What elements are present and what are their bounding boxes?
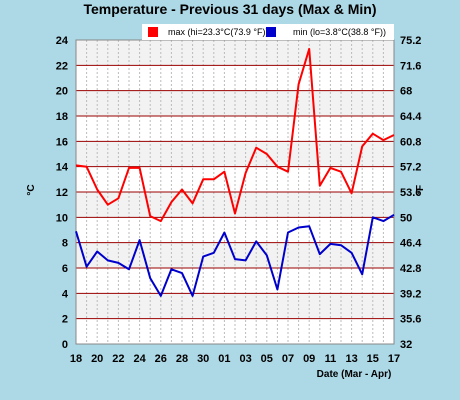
- y-left-tick-label: 20: [56, 86, 68, 98]
- y-left-tick-label: 24: [56, 35, 69, 47]
- grid-band: [76, 90, 394, 116]
- chart-title: Temperature - Previous 31 days (Max & Mi…: [83, 1, 376, 17]
- y-left-tick-label: 0: [62, 339, 68, 351]
- y-right-tick-label: 57.2: [400, 162, 421, 174]
- x-axis-ticks: 18 20 22 24 26 28 30 01 03 05 07 09 11 13 15 17: [70, 353, 400, 365]
- x-tick-label: 22: [112, 353, 124, 365]
- y-right-tick-label: 60.8: [400, 136, 421, 148]
- y-left-tick-label: 6: [62, 263, 68, 275]
- y-right-tick-label: 46.4: [400, 238, 422, 250]
- y-axis-right-ticks: 32 35.6 39.2 42.8 46.4 50 53.6 57.2 60.8 64.4 68 71…: [400, 35, 422, 351]
- y-axis-right-label: °F: [415, 185, 426, 195]
- x-tick-label: 17: [388, 353, 400, 365]
- y-left-tick-label: 16: [56, 136, 68, 148]
- y-right-tick-label: 53.6: [400, 187, 421, 199]
- y-right-tick-label: 50: [400, 212, 412, 224]
- y-left-tick-label: 14: [56, 162, 69, 174]
- x-tick-label: 28: [176, 353, 188, 365]
- legend-min-swatch: [266, 27, 276, 37]
- y-left-tick-label: 18: [56, 111, 68, 123]
- legend-max-swatch: [148, 27, 158, 37]
- grid-band: [76, 242, 394, 268]
- y-left-tick-label: 10: [56, 212, 68, 224]
- x-tick-label: 07: [282, 353, 294, 365]
- y-left-tick-label: 22: [56, 60, 68, 72]
- legend: max (hi=23.3°C(73.9 °F)) min (lo=3.8°C(3…: [142, 24, 394, 40]
- y-right-tick-label: 68: [400, 86, 412, 98]
- y-right-tick-label: 39.2: [400, 288, 421, 300]
- y-left-tick-label: 4: [62, 288, 69, 300]
- y-left-tick-label: 2: [62, 314, 68, 326]
- y-left-tick-label: 8: [62, 238, 68, 250]
- y-right-tick-label: 42.8: [400, 263, 421, 275]
- x-tick-label: 05: [261, 353, 273, 365]
- x-tick-label: 13: [345, 353, 357, 365]
- x-tick-label: 11: [325, 353, 337, 365]
- x-tick-label: 18: [70, 353, 82, 365]
- plot-area: [75, 39, 395, 345]
- min-series-line: [75, 213, 395, 297]
- x-axis-label: Date (Mar - Apr): [317, 369, 392, 380]
- x-tick-label: 03: [239, 353, 251, 365]
- max-series-line: [75, 47, 395, 223]
- y-right-tick-label: 71.6: [400, 60, 421, 72]
- x-tick-label: 24: [133, 353, 146, 365]
- x-tick-label: 20: [91, 353, 103, 365]
- x-tick-label: 26: [155, 353, 167, 365]
- legend-max-label: max (hi=23.3°C(73.9 °F)): [168, 27, 268, 37]
- legend-min-label: min (lo=3.8°C(38.8 °F)): [293, 27, 386, 37]
- y-right-tick-label: 32: [400, 339, 412, 351]
- y-left-tick-label: 12: [56, 187, 68, 199]
- y-axis-left-label: °C: [26, 184, 37, 195]
- x-tick-label: 01: [218, 353, 230, 365]
- x-tick-label: 15: [367, 353, 379, 365]
- grid-band: [76, 318, 394, 344]
- y-right-tick-label: 64.4: [400, 111, 422, 123]
- y-right-tick-label: 75.2: [400, 35, 421, 47]
- x-tick-label: 09: [303, 353, 315, 365]
- y-right-tick-label: 35.6: [400, 314, 421, 326]
- x-tick-label: 30: [197, 353, 209, 365]
